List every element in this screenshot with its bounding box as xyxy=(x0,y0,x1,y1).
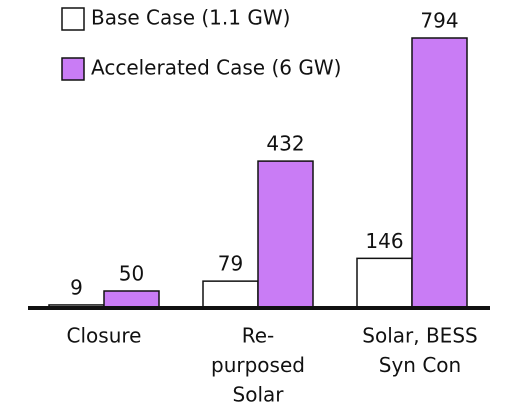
legend-swatch xyxy=(61,57,85,81)
x-tick-label: Closure xyxy=(67,324,142,348)
value-label: 432 xyxy=(266,132,304,156)
x-tick-label: Re- xyxy=(242,324,275,348)
value-label: 50 xyxy=(119,261,144,285)
legend-label: Accelerated Case (6 GW) xyxy=(91,56,341,80)
value-label: 794 xyxy=(420,9,458,33)
bar xyxy=(103,290,160,309)
x-tick-label: Syn Con xyxy=(379,353,461,377)
legend-swatch xyxy=(61,7,85,31)
x-tick-label: purposed xyxy=(211,353,305,377)
bar xyxy=(356,257,413,309)
value-label: 146 xyxy=(365,229,403,253)
value-label: 9 xyxy=(70,275,83,299)
value-label: 79 xyxy=(218,252,243,276)
x-tick-label: Solar, BESS xyxy=(362,324,477,348)
bar xyxy=(202,280,259,309)
bar xyxy=(257,160,314,309)
bar xyxy=(411,37,468,309)
x-tick-label: Solar xyxy=(233,383,285,407)
legend-label: Base Case (1.1 GW) xyxy=(91,6,290,30)
